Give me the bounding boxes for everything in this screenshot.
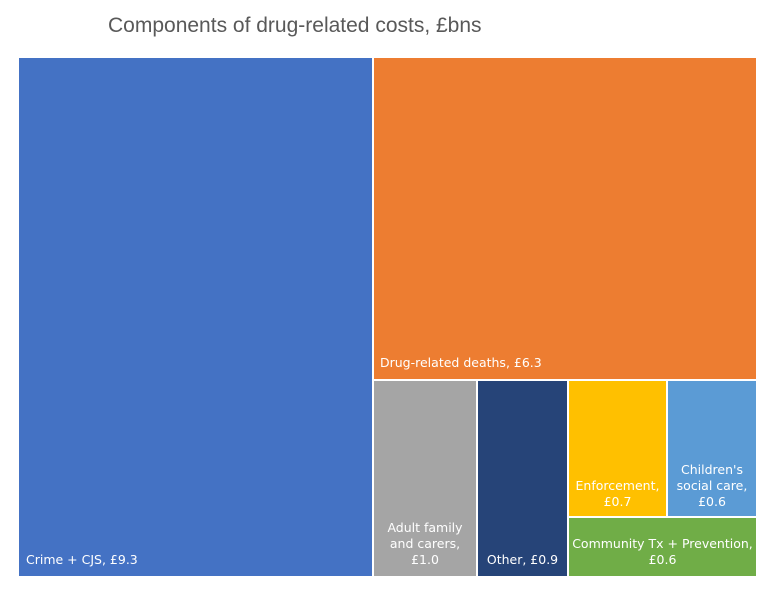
treemap-tile-community-tx-prevention: Community Tx + Prevention, £0.6 xyxy=(569,518,756,576)
tile-label-line: Other, £0.9 xyxy=(486,552,559,567)
tile-label-line: Crime + CJS, £9.3 xyxy=(26,552,138,567)
tile-label-line: Drug-related deaths, £6.3 xyxy=(380,355,542,370)
treemap-tile-crime-cjs: Crime + CJS, £9.3 xyxy=(19,58,372,576)
tile-label-line: and carers, xyxy=(389,536,461,551)
tile-label: Adult family and carers, £1.0 xyxy=(374,520,476,568)
tile-label-line: £0.6 xyxy=(648,552,677,567)
treemap-tile-other: Other, £0.9 xyxy=(478,381,567,576)
chart-title: Components of drug-related costs, £bns xyxy=(108,14,482,37)
tile-label-line: Community Tx + Prevention, xyxy=(572,536,753,551)
tile-label-line: Children's xyxy=(681,462,743,477)
treemap-tile-children-s-social-care: Children's social care, £0.6 xyxy=(668,381,756,516)
tile-label-line: £0.7 xyxy=(603,494,632,509)
tile-label-line: Adult family xyxy=(387,520,463,535)
treemap-tile-adult-family-and-carers: Adult family and carers, £1.0 xyxy=(374,381,476,576)
treemap-tile-drug-related-deaths: Drug-related deaths, £6.3 xyxy=(374,58,756,379)
tile-label: Drug-related deaths, £6.3 xyxy=(380,355,542,371)
tile-label: Other, £0.9 xyxy=(478,552,567,568)
tile-label-line: £1.0 xyxy=(411,552,439,567)
tile-label-line: social care, xyxy=(676,478,748,493)
tile-label-line: £0.6 xyxy=(698,494,726,509)
tile-label: Community Tx + Prevention, £0.6 xyxy=(569,536,756,568)
tile-label-line: Enforcement, xyxy=(575,478,660,493)
tile-label: Enforcement, £0.7 xyxy=(569,478,666,510)
treemap-tile-enforcement: Enforcement, £0.7 xyxy=(569,381,666,516)
tile-label: Children's social care, £0.6 xyxy=(668,462,756,510)
tile-label: Crime + CJS, £9.3 xyxy=(26,552,138,568)
